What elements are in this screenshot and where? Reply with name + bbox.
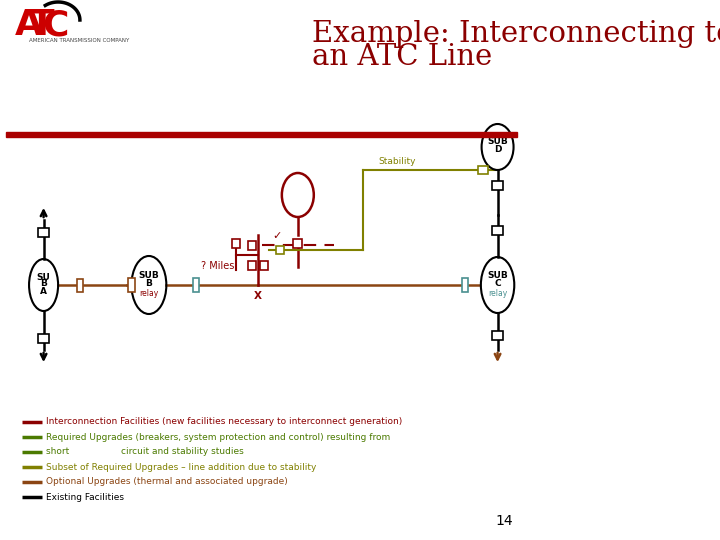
Text: Example: Interconnecting to: Example: Interconnecting to xyxy=(312,20,720,48)
Bar xyxy=(38,334,49,342)
Text: SU: SU xyxy=(37,273,50,281)
Text: B: B xyxy=(40,280,47,288)
Bar xyxy=(128,278,135,292)
Bar xyxy=(462,278,468,292)
Bar xyxy=(76,279,84,292)
Text: Existing Facilities: Existing Facilities xyxy=(46,492,124,502)
Text: 14: 14 xyxy=(496,514,513,528)
Bar xyxy=(294,239,302,247)
Text: A: A xyxy=(15,8,43,42)
Text: relay: relay xyxy=(488,288,507,298)
Text: Optional Upgrades (thermal and associated upgrade): Optional Upgrades (thermal and associate… xyxy=(46,477,287,487)
Text: SUB: SUB xyxy=(487,271,508,280)
Text: ? Miles: ? Miles xyxy=(201,261,235,271)
Bar xyxy=(492,226,503,234)
Text: D: D xyxy=(494,145,501,153)
Bar xyxy=(193,278,199,292)
Text: Stability: Stability xyxy=(379,158,416,166)
Text: ✓: ✓ xyxy=(273,231,282,241)
Bar xyxy=(38,227,49,237)
Text: AMERICAN TRANSMISSION COMPANY: AMERICAN TRANSMISSION COMPANY xyxy=(29,37,130,43)
Bar xyxy=(478,166,488,174)
Text: A: A xyxy=(40,287,47,296)
Bar xyxy=(6,132,517,137)
Text: short                  circuit and stability studies: short circuit and stability studies xyxy=(46,448,243,456)
Text: B: B xyxy=(145,279,153,287)
Text: C: C xyxy=(42,8,68,42)
Text: SUB: SUB xyxy=(138,271,159,280)
Bar xyxy=(492,330,503,340)
Bar xyxy=(248,260,256,269)
Bar xyxy=(276,246,284,254)
Bar xyxy=(260,260,268,269)
Text: SUB: SUB xyxy=(487,138,508,146)
Text: Required Upgrades (breakers, system protection and control) resulting from: Required Upgrades (breakers, system prot… xyxy=(46,433,390,442)
Text: T: T xyxy=(30,8,55,42)
Text: Interconnection Facilities (new facilities necessary to interconnect generation): Interconnection Facilities (new faciliti… xyxy=(46,417,402,427)
Text: X: X xyxy=(254,291,262,301)
Text: relay: relay xyxy=(139,288,158,298)
Text: C: C xyxy=(494,279,501,287)
Bar xyxy=(6,5,118,50)
Bar xyxy=(492,180,503,190)
Bar xyxy=(248,240,256,249)
Text: an ATC Line: an ATC Line xyxy=(312,43,492,71)
Bar xyxy=(232,239,240,247)
Text: Subset of Required Upgrades – line addition due to stability: Subset of Required Upgrades – line addit… xyxy=(46,462,316,471)
